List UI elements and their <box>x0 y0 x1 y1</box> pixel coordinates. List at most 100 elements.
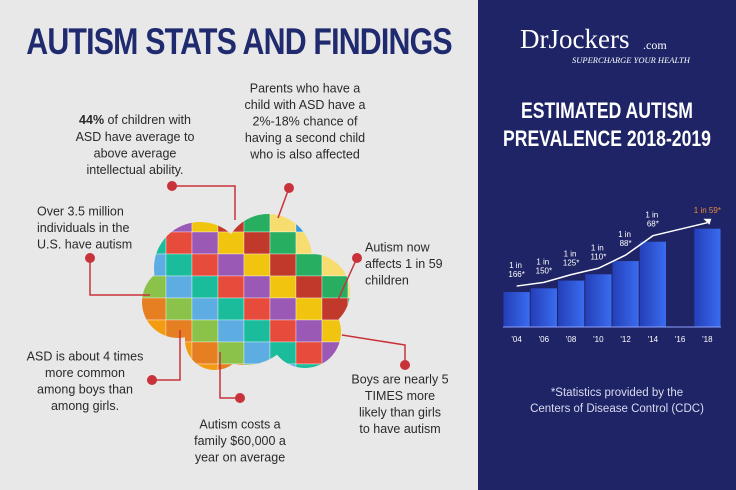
brand-name: DrJockers <box>520 24 629 54</box>
x-tick-label: '06 <box>539 335 550 344</box>
puzzle-piece <box>269 319 297 343</box>
connector <box>337 257 358 301</box>
trend-line <box>516 221 708 287</box>
callout-text: Autism now <box>365 240 431 254</box>
value-label: 1 in 68* <box>645 211 660 229</box>
callout-text: ASD is about 4 times <box>27 349 144 363</box>
callout-text: more common <box>45 366 125 380</box>
connector <box>219 352 240 399</box>
puzzle-piece <box>295 363 323 370</box>
callout-line: of children with <box>104 113 191 127</box>
puzzle-piece <box>243 319 271 343</box>
puzzle-piece <box>217 341 245 365</box>
x-tick-label: '14 <box>648 335 659 344</box>
trend-arrow <box>703 218 712 225</box>
puzzle-piece <box>243 275 271 299</box>
puzzle-piece <box>191 341 219 365</box>
puzzle-piece <box>191 231 219 255</box>
callout-text: Over 3.5 million <box>37 204 124 218</box>
puzzle-piece <box>269 253 297 277</box>
connector <box>152 330 181 381</box>
puzzle-piece <box>243 231 271 255</box>
callout-text: family $60,000 a <box>194 434 286 448</box>
brand-tagline: SUPERCHARGE YOUR HEALTH <box>572 55 691 65</box>
puzzle-piece <box>217 297 245 321</box>
puzzle-piece <box>269 297 297 321</box>
puzzle-piece <box>243 297 271 321</box>
x-tick-label: '16 <box>675 335 686 344</box>
dot <box>284 183 294 193</box>
puzzle-piece <box>269 231 297 255</box>
value-label: 1 in 125* <box>563 250 579 268</box>
puzzle-piece <box>165 297 193 321</box>
puzzle-piece <box>191 297 219 321</box>
value-label: 1 in 88* <box>618 230 633 248</box>
puzzle-piece <box>295 319 323 343</box>
x-tick-label: '08 <box>566 335 577 344</box>
callout-text: affects 1 in 59 <box>365 257 443 271</box>
callout-text: TIMES more <box>365 389 435 403</box>
dot <box>147 375 157 385</box>
puzzle-piece <box>165 253 193 277</box>
dot <box>400 360 410 370</box>
callout-text: child with ASD have a <box>245 98 366 112</box>
puzzle-piece <box>295 253 323 277</box>
puzzle-piece <box>165 231 193 255</box>
brand-domain: .com <box>643 38 667 52</box>
puzzle-piece <box>295 275 323 299</box>
callout-text: to have autism <box>359 422 440 436</box>
puzzle-piece <box>165 275 193 299</box>
callout-text: who is also affected <box>249 147 360 161</box>
connector <box>172 185 236 220</box>
puzzle-piece <box>269 275 297 299</box>
puzzle-piece <box>295 341 323 365</box>
puzzle-piece <box>295 297 323 321</box>
connector <box>89 258 150 296</box>
chart-title: PREVALENCE 2018-2019 <box>503 127 711 151</box>
x-tick-label: '12 <box>620 335 631 344</box>
callout-text: Boys are nearly 5 <box>351 372 448 386</box>
dot <box>85 253 95 263</box>
bar <box>639 241 666 327</box>
x-tick-label: '04 <box>511 335 522 344</box>
puzzle-piece <box>191 275 219 299</box>
right-panel <box>478 0 736 490</box>
callout-text: above average <box>94 146 177 160</box>
callouts: 44% of children with ASD have average to a… <box>27 81 449 464</box>
callout-text: Parents who have a <box>250 81 361 95</box>
x-tick-label: '10 <box>593 335 604 344</box>
value-label: 1 in 110* <box>590 243 606 261</box>
puzzle-piece <box>191 363 219 370</box>
puzzle-piece <box>243 253 271 277</box>
value-label: 1 in 150* <box>536 257 552 275</box>
callout-text: individuals in the <box>37 221 129 235</box>
callout-text: ASD have average to <box>76 130 195 144</box>
callout-text: Autism costs a <box>199 417 280 431</box>
puzzle-piece <box>243 341 271 365</box>
bar <box>530 288 557 327</box>
puzzle-piece <box>191 319 219 343</box>
callout-text: likely than girls <box>359 405 441 419</box>
callout-text: among girls. <box>51 399 119 413</box>
callout-bold: 44% <box>79 113 104 127</box>
footnote: Centers of Disease Control (CDC) <box>530 403 704 415</box>
callout-text: year on average <box>195 450 285 464</box>
chart-title: ESTIMATED AUTISM <box>521 99 693 123</box>
bar <box>558 280 585 327</box>
dot <box>167 181 177 191</box>
connector <box>341 334 406 365</box>
dot <box>235 393 245 403</box>
puzzle-piece <box>217 275 245 299</box>
callout-text: intellectual ability. <box>86 163 183 177</box>
puzzle-piece <box>217 319 245 343</box>
bar <box>585 274 612 327</box>
callout-text: having a second child <box>245 131 365 145</box>
bar <box>503 292 530 327</box>
bar <box>694 228 721 327</box>
puzzle-piece <box>347 275 350 299</box>
x-tick-label: '18 <box>702 335 713 344</box>
callout-text: U.S. have autism <box>37 237 132 251</box>
callout-text: among boys than <box>37 382 133 396</box>
callout-text: children <box>365 273 409 287</box>
